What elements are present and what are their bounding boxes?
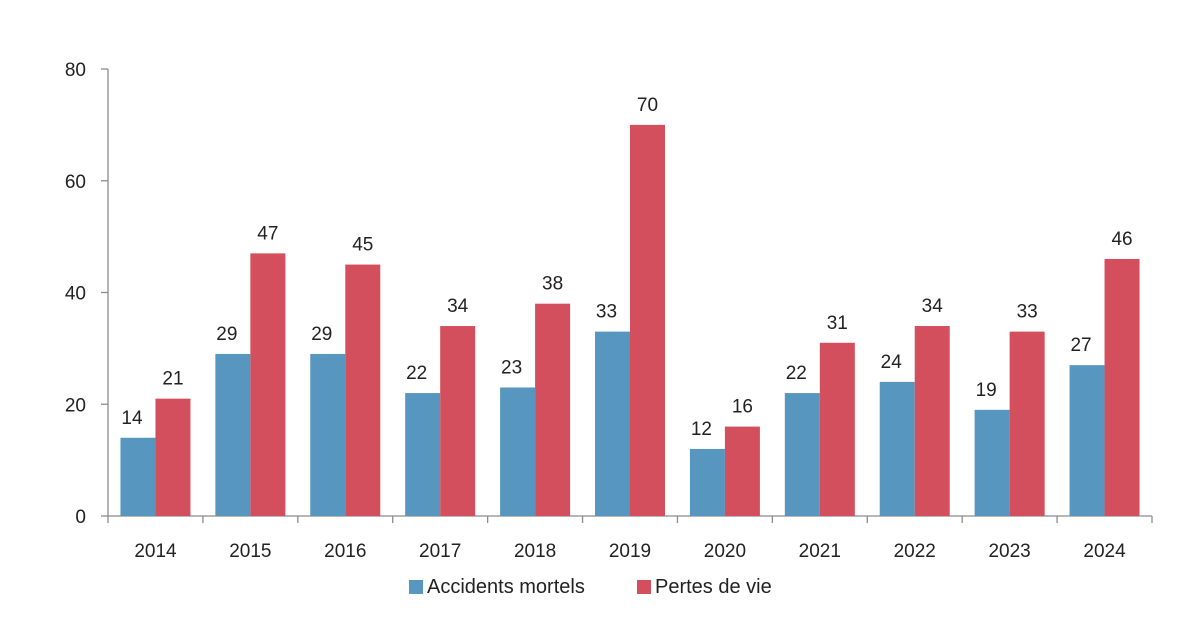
y-tick-label: 60 [65, 172, 86, 193]
legend: Accidents mortels Pertes de vie [409, 576, 772, 598]
data-label: 33 [1017, 302, 1038, 323]
data-label: 22 [406, 363, 427, 384]
legend-swatch [409, 580, 423, 594]
data-labels: 14 29 29 22 23 33 12 22 24 19 27 21 47 45 34 38 70 16 31 34… [121, 95, 1132, 440]
data-label: 45 [352, 235, 373, 256]
bar-pertes-de-vie [440, 326, 476, 516]
data-label: 16 [732, 397, 753, 418]
bar-pertes-de-vie [819, 342, 855, 516]
y-tick-label: 0 [75, 507, 86, 528]
data-label: 34 [922, 296, 944, 317]
data-label: 14 [121, 408, 143, 429]
data-label: 21 [162, 369, 183, 390]
legend-swatch [637, 580, 651, 594]
data-label: 34 [447, 296, 469, 317]
bar-accidents-mortels [595, 331, 630, 516]
data-label: 23 [501, 357, 522, 378]
bar-pertes-de-vie [724, 426, 760, 516]
x-tick-label: 2023 [988, 541, 1030, 562]
bar-accidents-mortels [215, 353, 251, 516]
legend-label: Accidents mortels [427, 576, 585, 598]
legend-label: Pertes de vie [655, 576, 772, 598]
bar-accidents-mortels [784, 393, 820, 516]
data-label: 33 [596, 302, 617, 323]
x-tick-label: 2021 [799, 541, 841, 562]
bar-accidents-mortels [879, 381, 915, 516]
bar-accidents-mortels [689, 448, 725, 516]
data-label: 27 [1070, 335, 1091, 356]
bar-accidents-mortels [974, 409, 1010, 516]
bar-pertes-de-vie [155, 398, 191, 516]
x-tick-label: 2020 [704, 541, 746, 562]
x-tick-label: 2024 [1083, 541, 1126, 562]
bar-pertes-de-vie [1104, 258, 1140, 516]
x-tick-label: 2018 [514, 541, 556, 562]
x-tick-label: 2014 [134, 541, 177, 562]
data-label: 38 [542, 274, 563, 295]
bar-accidents-mortels [1069, 365, 1105, 516]
x-tick-label: 2019 [609, 541, 651, 562]
y-tick-label: 40 [65, 284, 86, 305]
bar-accidents-mortels [405, 393, 441, 516]
bar-pertes-de-vie [1009, 331, 1045, 516]
data-label: 29 [216, 324, 237, 345]
data-label: 46 [1111, 229, 1132, 250]
data-label: 19 [976, 380, 997, 401]
data-label: 12 [691, 419, 712, 440]
data-label: 22 [786, 363, 807, 384]
data-label: 70 [637, 95, 658, 116]
data-label: 24 [881, 352, 903, 373]
bar-pertes-de-vie [630, 124, 665, 516]
x-tick-label: 2017 [419, 541, 461, 562]
bar-pertes-de-vie [250, 253, 286, 516]
bar-accidents-mortels [310, 353, 346, 516]
y-tick-label: 80 [65, 60, 86, 81]
y-tick-label: 20 [65, 395, 86, 416]
bar-pertes-de-vie [914, 326, 950, 516]
data-label: 29 [311, 324, 332, 345]
axes: 0 20 40 60 80 2014 2015 2016 2017 2018 2019 2020 202… [65, 60, 1153, 562]
data-label: 47 [257, 223, 278, 244]
x-tick-label: 2022 [894, 541, 936, 562]
x-tick-label: 2016 [324, 541, 366, 562]
x-tick-label: 2015 [229, 541, 271, 562]
bar-accidents-mortels [500, 387, 536, 516]
bar-accidents-mortels [120, 437, 156, 516]
bars [120, 124, 1140, 516]
bar-pertes-de-vie [535, 303, 571, 516]
bar-pertes-de-vie [345, 264, 381, 516]
data-label: 31 [827, 313, 848, 334]
